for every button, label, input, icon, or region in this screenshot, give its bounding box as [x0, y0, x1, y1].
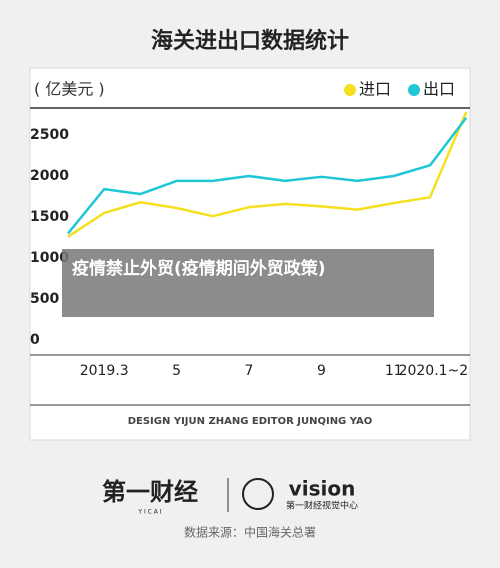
logo-circle [242, 478, 274, 510]
x-tick-label: 11 [385, 363, 403, 379]
chart-title: 海关进出口数据统计 [151, 28, 349, 54]
y-tick-label: 500 [30, 291, 59, 307]
legend-swatch [344, 84, 356, 96]
logo-left: 第一财经 [102, 478, 198, 506]
source: 数据来源：中国海关总署 [184, 525, 316, 540]
overlay-banner: 疫情禁止外贸(疫情期间外贸政策) [62, 249, 434, 317]
legend-label: 进口 [359, 80, 391, 99]
unit-label: ( 亿美元 ) [34, 80, 105, 99]
y-tick-label: 1000 [30, 250, 69, 266]
x-tick-label: 2020.1~2 [399, 363, 469, 379]
credits: DESIGN YIJUN ZHANG EDITOR JUNQING YAO [128, 416, 373, 427]
logo-right-sub: 第一财经视觉中心 [286, 500, 358, 512]
series-line [67, 117, 468, 235]
series-line [67, 111, 468, 238]
x-tick-label: 7 [245, 363, 254, 379]
x-tick-label: 2019.3 [80, 363, 129, 379]
x-tick-label: 9 [317, 363, 326, 379]
y-tick-label: 0 [30, 332, 40, 348]
y-tick-label: 1500 [30, 209, 69, 225]
y-tick-label: 2000 [30, 168, 69, 184]
legend-swatch [408, 84, 420, 96]
legend-label: 出口 [423, 80, 455, 99]
x-tick-label: 5 [172, 363, 181, 379]
logo-left-sub: Y I C A I [137, 509, 161, 516]
logo-right: vision [289, 477, 356, 501]
y-tick-label: 2500 [30, 127, 69, 143]
